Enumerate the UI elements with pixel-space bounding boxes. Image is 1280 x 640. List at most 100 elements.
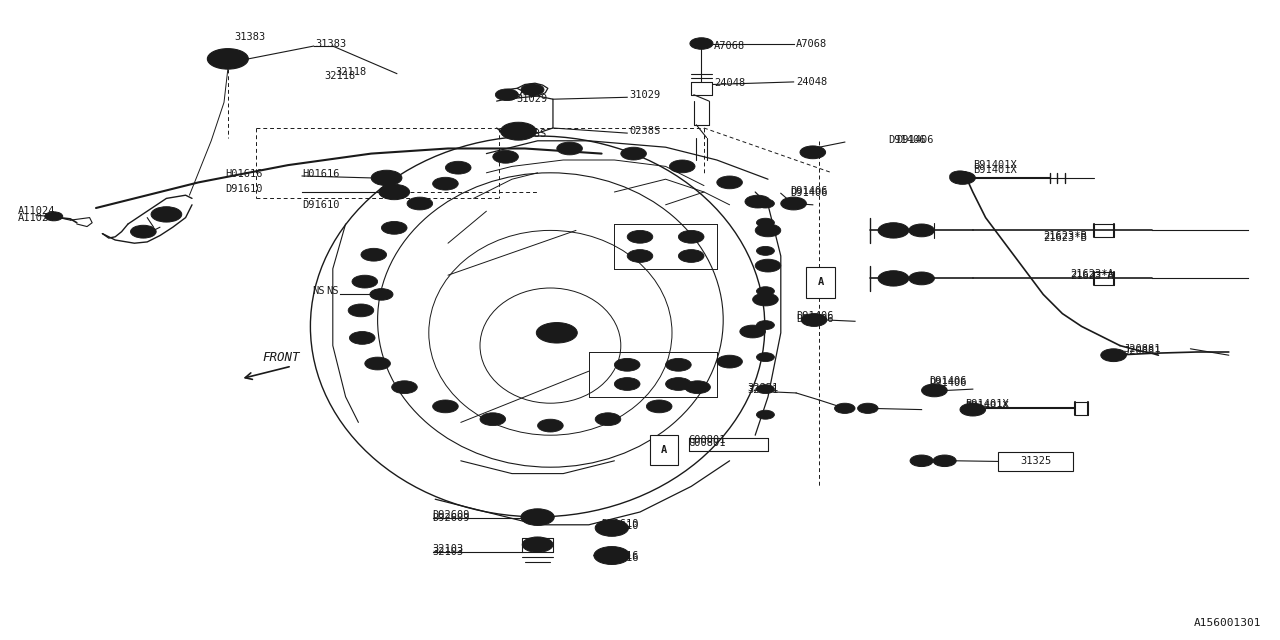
Circle shape bbox=[717, 176, 742, 189]
Text: A7068: A7068 bbox=[796, 38, 827, 49]
Text: A: A bbox=[818, 277, 823, 287]
Text: J20881: J20881 bbox=[1124, 346, 1161, 356]
Circle shape bbox=[753, 293, 778, 306]
Circle shape bbox=[595, 520, 628, 536]
Text: G00801: G00801 bbox=[689, 438, 726, 448]
Circle shape bbox=[521, 509, 554, 525]
Circle shape bbox=[45, 212, 63, 221]
Text: D91406: D91406 bbox=[929, 378, 966, 388]
Text: B91401X: B91401X bbox=[973, 160, 1016, 170]
Circle shape bbox=[379, 184, 410, 200]
Circle shape bbox=[387, 188, 402, 196]
Circle shape bbox=[756, 287, 774, 296]
Text: A156001301: A156001301 bbox=[1193, 618, 1261, 628]
Text: D91406: D91406 bbox=[790, 186, 827, 196]
Circle shape bbox=[756, 199, 774, 208]
Circle shape bbox=[756, 353, 774, 362]
Text: 32831: 32831 bbox=[748, 383, 778, 394]
Text: 0238S: 0238S bbox=[630, 126, 660, 136]
Text: 21623*B: 21623*B bbox=[1043, 230, 1087, 241]
Text: 24048: 24048 bbox=[714, 78, 745, 88]
Text: D92609: D92609 bbox=[433, 513, 470, 524]
Text: B91401X: B91401X bbox=[965, 401, 1009, 412]
Circle shape bbox=[216, 53, 239, 65]
Circle shape bbox=[950, 171, 970, 181]
Circle shape bbox=[933, 455, 956, 467]
Circle shape bbox=[352, 275, 378, 288]
Circle shape bbox=[361, 248, 387, 261]
Circle shape bbox=[131, 225, 156, 238]
Circle shape bbox=[666, 378, 691, 390]
Text: 31383: 31383 bbox=[315, 38, 346, 49]
Text: 24048: 24048 bbox=[796, 77, 827, 87]
Circle shape bbox=[755, 259, 781, 272]
Text: D91610: D91610 bbox=[302, 200, 339, 210]
Circle shape bbox=[740, 325, 765, 338]
Circle shape bbox=[1101, 349, 1126, 362]
Circle shape bbox=[521, 84, 544, 95]
Circle shape bbox=[392, 381, 417, 394]
Circle shape bbox=[509, 127, 527, 136]
Circle shape bbox=[445, 161, 471, 174]
Text: D91406: D91406 bbox=[796, 311, 833, 321]
Circle shape bbox=[801, 314, 827, 326]
Circle shape bbox=[910, 455, 933, 467]
Circle shape bbox=[669, 160, 695, 173]
Text: D92609: D92609 bbox=[433, 510, 470, 520]
Circle shape bbox=[536, 323, 577, 343]
Circle shape bbox=[756, 410, 774, 419]
Text: A11024: A11024 bbox=[18, 212, 55, 223]
Text: A: A bbox=[662, 445, 667, 455]
Circle shape bbox=[522, 537, 553, 552]
Circle shape bbox=[151, 207, 182, 222]
Circle shape bbox=[666, 358, 691, 371]
Bar bbox=[806, 267, 835, 298]
Text: 32118: 32118 bbox=[335, 67, 366, 77]
Circle shape bbox=[371, 170, 402, 186]
Text: 32103: 32103 bbox=[433, 547, 463, 557]
Circle shape bbox=[627, 230, 653, 243]
Text: H01616: H01616 bbox=[602, 550, 639, 561]
Circle shape bbox=[745, 195, 771, 208]
Circle shape bbox=[909, 272, 934, 285]
Text: 31383: 31383 bbox=[234, 32, 265, 42]
Circle shape bbox=[627, 250, 653, 262]
Circle shape bbox=[960, 403, 986, 416]
Text: J20881: J20881 bbox=[1124, 344, 1161, 354]
Text: 32831: 32831 bbox=[748, 385, 778, 396]
Text: 31029: 31029 bbox=[630, 90, 660, 100]
Circle shape bbox=[756, 385, 774, 394]
Circle shape bbox=[922, 384, 947, 397]
Circle shape bbox=[755, 224, 781, 237]
Circle shape bbox=[781, 197, 806, 210]
Circle shape bbox=[614, 378, 640, 390]
Text: A11024: A11024 bbox=[18, 206, 55, 216]
Circle shape bbox=[678, 230, 704, 243]
Circle shape bbox=[348, 304, 374, 317]
Circle shape bbox=[858, 403, 878, 413]
Circle shape bbox=[557, 142, 582, 155]
Text: 21623*A: 21623*A bbox=[1070, 271, 1114, 282]
Circle shape bbox=[646, 400, 672, 413]
Circle shape bbox=[495, 89, 518, 100]
Text: D91610: D91610 bbox=[602, 518, 639, 529]
Text: 0238S: 0238S bbox=[516, 129, 547, 140]
Text: NS: NS bbox=[312, 286, 325, 296]
Circle shape bbox=[878, 271, 909, 286]
Text: D91406: D91406 bbox=[796, 314, 833, 324]
Circle shape bbox=[756, 246, 774, 255]
Circle shape bbox=[381, 221, 407, 234]
Bar bbox=[998, 452, 1073, 471]
Circle shape bbox=[909, 224, 934, 237]
Text: H01616: H01616 bbox=[302, 169, 339, 179]
Text: 21623*A: 21623*A bbox=[1070, 269, 1114, 279]
Circle shape bbox=[717, 355, 742, 368]
Text: H01616: H01616 bbox=[602, 553, 639, 563]
Circle shape bbox=[500, 122, 536, 140]
Circle shape bbox=[530, 513, 545, 521]
Text: D91406: D91406 bbox=[790, 188, 827, 198]
Circle shape bbox=[835, 403, 855, 413]
Circle shape bbox=[603, 551, 621, 560]
Circle shape bbox=[538, 419, 563, 432]
Text: D91406: D91406 bbox=[888, 134, 925, 145]
